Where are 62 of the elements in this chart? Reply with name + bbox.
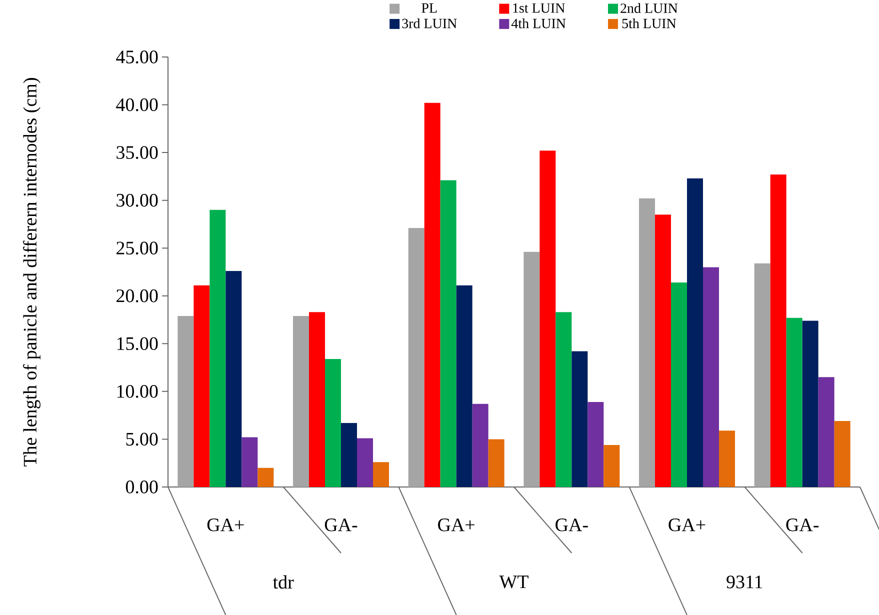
- bar: [572, 351, 588, 487]
- bar: [718, 430, 735, 487]
- bar: [408, 228, 424, 487]
- x-tick-label: GA+: [207, 518, 244, 532]
- bar: [702, 267, 719, 487]
- bar: [341, 422, 357, 487]
- y-tick-label: 20.00: [116, 289, 158, 302]
- y-tick-label: 35.00: [116, 146, 158, 159]
- y-tick-label: 40.00: [116, 98, 158, 112]
- bar: [194, 285, 210, 487]
- x-tick-label: GA+: [668, 518, 706, 532]
- legend-label: 1st LUIN: [513, 3, 565, 13]
- bar: [540, 150, 556, 487]
- bar: [424, 102, 440, 487]
- bar: [357, 438, 373, 487]
- bar: [293, 316, 309, 487]
- x-tick-label: GA+: [438, 518, 474, 532]
- legend-label: 5th LUIN: [622, 18, 676, 28]
- legend-label: PL: [422, 3, 437, 13]
- bar: [210, 210, 226, 487]
- bar: [440, 180, 456, 487]
- bar: [834, 421, 850, 487]
- bar: [754, 263, 770, 487]
- y-tick-label: 15.00: [117, 337, 158, 350]
- x-tick-label: GA-: [556, 518, 588, 532]
- bar: [456, 285, 472, 487]
- bar: [638, 198, 655, 487]
- bar: [604, 444, 620, 487]
- bar: [588, 402, 604, 487]
- bar: [786, 318, 802, 487]
- x-tick-label: GA-: [324, 518, 358, 532]
- bar: [226, 271, 242, 487]
- bar: [178, 316, 194, 487]
- bar: [654, 214, 671, 487]
- y-tick-label: 25.00: [116, 242, 158, 255]
- bar: [770, 174, 786, 487]
- bar: [670, 282, 687, 487]
- text: tdr: [272, 575, 294, 589]
- y-tick-label: 0.00: [126, 480, 158, 494]
- y-tick-label: 5.00: [126, 432, 158, 446]
- text: WT: [499, 576, 528, 588]
- legend-label: 2nd LUIN: [620, 3, 678, 13]
- bar: [325, 358, 341, 487]
- bar: [686, 178, 703, 487]
- bar: [242, 437, 258, 487]
- text: 9311: [726, 576, 762, 588]
- bar: [472, 404, 488, 487]
- bar: [373, 462, 389, 487]
- y-tick-label: 30.00: [116, 194, 158, 207]
- bar: [258, 468, 274, 487]
- bar: [802, 320, 818, 487]
- bar: [818, 377, 834, 487]
- y-axis-title: The length of panicle and differern internodes (cm): [22, 78, 40, 466]
- x-tick-label: GA-: [786, 518, 819, 532]
- legend-label: 3rd LUIN: [402, 18, 457, 28]
- bar: [556, 312, 572, 487]
- y-tick-label: 10.00: [117, 384, 158, 398]
- legend-label: 4th LUIN: [511, 18, 566, 28]
- bar: [524, 252, 540, 487]
- bar: [309, 312, 325, 487]
- y-tick-label: 45.00: [116, 50, 158, 64]
- bar: [488, 439, 504, 487]
